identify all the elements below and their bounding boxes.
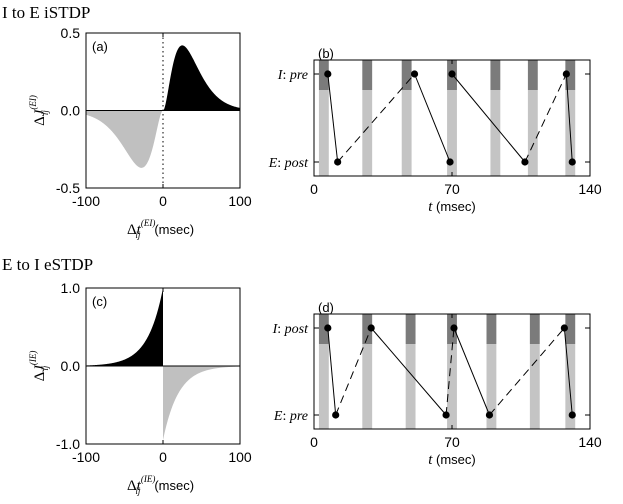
spike-event-dot [521, 158, 528, 165]
series-negative-lobe [86, 111, 163, 168]
panel-label: (d) [318, 300, 334, 315]
x-tick-label: 70 [444, 181, 460, 197]
y-axis-label: ΔJ(EI)ij [28, 95, 50, 126]
excitatory-band [319, 344, 329, 429]
inhibitory-band [406, 314, 416, 344]
spike-event-dot [569, 411, 576, 418]
section-title-top: I to E iSTDP [2, 3, 90, 22]
x-tick-label: 140 [578, 434, 602, 450]
series-exp-right [163, 366, 240, 440]
spike-event-dot [446, 158, 453, 165]
x-tick-label: 140 [578, 181, 602, 197]
excitatory-band [319, 90, 329, 176]
spike-event-dot [368, 324, 375, 331]
x-axis-label: t (msec) [428, 199, 476, 215]
spike-event-dot [324, 324, 331, 331]
spike-connection-solid [452, 74, 525, 162]
spike-event-dot [411, 70, 418, 77]
panel-label: (b) [318, 46, 334, 61]
spike-event-dot [324, 70, 331, 77]
spike-connection-solid [415, 74, 450, 162]
spike-connection-dashed [489, 328, 564, 415]
inhibitory-band [528, 60, 538, 90]
inhibitory-band [530, 314, 540, 344]
spike-event-dot [448, 70, 455, 77]
x-axis-label: Δt(EI) ij (msec) [127, 218, 194, 240]
spike-connection-solid [328, 328, 336, 415]
excitatory-band [406, 344, 416, 429]
x-tick-label: 0 [159, 449, 167, 465]
row-label: E: pre [273, 409, 308, 424]
spike-event-dot [486, 411, 493, 418]
y-tick-label: 0.5 [61, 25, 81, 41]
x-tick-label: 100 [228, 449, 252, 465]
spike-connection-solid [328, 74, 338, 162]
excitatory-band [402, 90, 412, 176]
spike-event-dot [563, 70, 570, 77]
section-title-bottom: E to I eSTDP [2, 255, 93, 274]
excitatory-band [362, 344, 372, 429]
spike-event-dot [332, 411, 339, 418]
excitatory-band [528, 90, 538, 176]
x-axis-label: t (msec) [428, 452, 476, 468]
spike-event-dot [561, 324, 568, 331]
y-tick-label: -1.0 [56, 436, 80, 452]
row-label: E: post [268, 156, 309, 171]
spike-event-dot [569, 158, 576, 165]
x-tick-label: 0 [310, 181, 318, 197]
x-tick-label: 100 [228, 193, 252, 209]
x-tick-label: 0 [159, 193, 167, 209]
excitatory-band [530, 344, 540, 429]
x-tick-label: 70 [444, 434, 460, 450]
y-tick-label: 0.0 [61, 358, 81, 374]
spike-event-dot [442, 411, 449, 418]
inhibitory-band [490, 60, 500, 90]
y-axis-label: ΔJ(IE)ij [28, 351, 50, 382]
panel-label: (c) [92, 294, 107, 309]
y-tick-label: 1.0 [61, 280, 81, 296]
series-positive-lobe [163, 45, 240, 110]
y-tick-label: -0.5 [56, 180, 80, 196]
row-label: I: post [272, 322, 310, 337]
y-tick-label: 0.0 [61, 103, 81, 119]
row-label: I: pre [277, 68, 308, 83]
excitatory-band [362, 90, 372, 176]
x-axis-label: Δt(IE) ij (msec) [127, 474, 194, 496]
panel-label: (a) [92, 39, 108, 54]
inhibitory-band [487, 314, 497, 344]
inhibitory-band [362, 60, 372, 90]
inhibitory-band [402, 60, 412, 90]
spike-connection-solid [454, 328, 489, 415]
x-tick-label: 0 [310, 434, 318, 450]
spike-event-dot [450, 324, 457, 331]
excitatory-band [490, 90, 500, 176]
spike-event-dot [334, 158, 341, 165]
